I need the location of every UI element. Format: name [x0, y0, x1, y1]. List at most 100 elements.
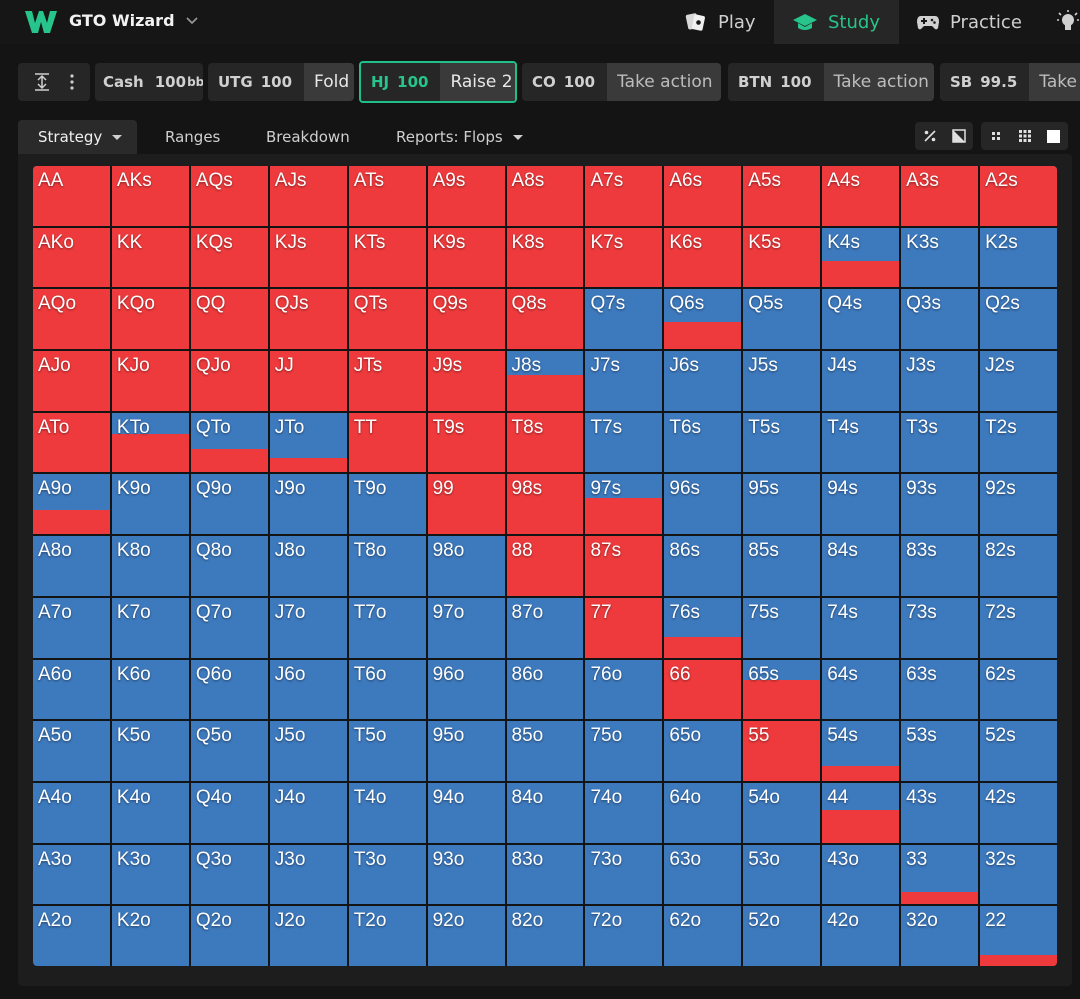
hand-cell-J3s[interactable]: J3s — [901, 351, 979, 411]
hand-cell-Q6s[interactable]: Q6s — [664, 289, 742, 350]
hand-cell-K8o[interactable]: K8o — [111, 536, 189, 596]
hand-cell-J9s[interactable]: J9s — [427, 351, 505, 411]
position-co[interactable]: CO 100 Take action — [522, 63, 721, 101]
hand-cell-72o[interactable]: 72o — [585, 906, 663, 966]
take-action-button[interactable]: Take — [1029, 63, 1080, 101]
hand-cell-A3o[interactable]: A3o — [33, 844, 110, 905]
hand-cell-J8s[interactable]: J8s — [506, 351, 584, 411]
hand-cell-K5o[interactable]: K5o — [111, 721, 189, 781]
hand-cell-T3o[interactable]: T3o — [348, 844, 426, 905]
hand-cell-74o[interactable]: 74o — [585, 782, 663, 843]
take-action-button[interactable]: Take action — [823, 63, 934, 101]
hand-cell-J7o[interactable]: J7o — [269, 597, 347, 658]
hand-cell-A5o[interactable]: A5o — [33, 721, 110, 781]
hand-cell-83o[interactable]: 83o — [506, 844, 584, 905]
hand-cell-75o[interactable]: 75o — [585, 721, 663, 781]
hand-cell-54s[interactable]: 54s — [822, 721, 900, 781]
hand-cell-83s[interactable]: 83s — [901, 536, 979, 596]
hand-cell-43s[interactable]: 43s — [901, 782, 979, 843]
hand-cell-92o[interactable]: 92o — [427, 906, 505, 966]
hand-cell-J4s[interactable]: J4s — [822, 351, 900, 411]
hand-cell-K6s[interactable]: K6s — [664, 227, 742, 288]
hand-cell-K9s[interactable]: K9s — [427, 227, 505, 288]
hand-cell-44[interactable]: 44 — [822, 782, 900, 843]
hand-cell-65s[interactable]: 65s — [743, 659, 821, 720]
hand-cell-T7s[interactable]: T7s — [585, 412, 663, 473]
hand-cell-84o[interactable]: 84o — [506, 782, 584, 843]
hand-cell-A2o[interactable]: A2o — [33, 906, 110, 966]
hand-cell-T2o[interactable]: T2o — [348, 906, 426, 966]
hand-cell-K9o[interactable]: K9o — [111, 474, 189, 535]
hand-cell-T5s[interactable]: T5s — [743, 412, 821, 473]
hand-cell-Q3o[interactable]: Q3o — [190, 844, 268, 905]
take-action-button[interactable]: Take action — [607, 63, 721, 101]
action-fold-button[interactable]: Fold — [304, 63, 354, 101]
hand-cell-42s[interactable]: 42s — [980, 782, 1057, 843]
hand-cell-A5s[interactable]: A5s — [743, 166, 821, 226]
hand-cell-62o[interactable]: 62o — [664, 906, 742, 966]
hand-cell-J8o[interactable]: J8o — [269, 536, 347, 596]
hand-cell-J2o[interactable]: J2o — [269, 906, 347, 966]
hand-cell-82o[interactable]: 82o — [506, 906, 584, 966]
hand-cell-J5s[interactable]: J5s — [743, 351, 821, 411]
hand-cell-T7o[interactable]: T7o — [348, 597, 426, 658]
hand-cell-T6s[interactable]: T6s — [664, 412, 742, 473]
tab-breakdown[interactable]: Breakdown — [266, 128, 350, 146]
action-raise-button[interactable]: Raise 2 — [440, 63, 515, 101]
hand-cell-QJo[interactable]: QJo — [190, 351, 268, 411]
hand-cell-Q8s[interactable]: Q8s — [506, 289, 584, 350]
hand-cell-K3s[interactable]: K3s — [901, 227, 979, 288]
hand-cell-76o[interactable]: 76o — [585, 659, 663, 720]
hand-cell-87s[interactable]: 87s — [585, 536, 663, 596]
position-hj[interactable]: HJ 100 Raise 2 — [359, 61, 517, 103]
hand-cell-J4o[interactable]: J4o — [269, 782, 347, 843]
hand-cell-ATs[interactable]: ATs — [348, 166, 426, 226]
hand-cell-J7s[interactable]: J7s — [585, 351, 663, 411]
hand-cell-A4s[interactable]: A4s — [822, 166, 900, 226]
hand-cell-AA[interactable]: AA — [33, 166, 110, 226]
hand-cell-J3o[interactable]: J3o — [269, 844, 347, 905]
hand-cell-A9o[interactable]: A9o — [33, 474, 110, 535]
hand-cell-K6o[interactable]: K6o — [111, 659, 189, 720]
hand-cell-T4o[interactable]: T4o — [348, 782, 426, 843]
hand-cell-ATo[interactable]: ATo — [33, 412, 110, 473]
hand-cell-87o[interactable]: 87o — [506, 597, 584, 658]
hand-cell-J6s[interactable]: J6s — [664, 351, 742, 411]
more-options-icon[interactable] — [69, 73, 75, 91]
hand-cell-96s[interactable]: 96s — [664, 474, 742, 535]
hand-cell-22[interactable]: 22 — [980, 906, 1057, 966]
hand-cell-42o[interactable]: 42o — [822, 906, 900, 966]
hand-cell-73s[interactable]: 73s — [901, 597, 979, 658]
hand-cell-AJo[interactable]: AJo — [33, 351, 110, 411]
hand-cell-52o[interactable]: 52o — [743, 906, 821, 966]
hand-cell-54o[interactable]: 54o — [743, 782, 821, 843]
hand-cell-T3s[interactable]: T3s — [901, 412, 979, 473]
hand-cell-A3s[interactable]: A3s — [901, 166, 979, 226]
hand-cell-Q5s[interactable]: Q5s — [743, 289, 821, 350]
hand-cell-85s[interactable]: 85s — [743, 536, 821, 596]
hand-cell-QJs[interactable]: QJs — [269, 289, 347, 350]
hand-cell-KQo[interactable]: KQo — [111, 289, 189, 350]
hand-cell-AQs[interactable]: AQs — [190, 166, 268, 226]
hand-cell-94s[interactable]: 94s — [822, 474, 900, 535]
hand-cell-T6o[interactable]: T6o — [348, 659, 426, 720]
hand-cell-33[interactable]: 33 — [901, 844, 979, 905]
hand-cell-KK[interactable]: KK — [111, 227, 189, 288]
hand-cell-32o[interactable]: 32o — [901, 906, 979, 966]
hand-cell-Q9s[interactable]: Q9s — [427, 289, 505, 350]
collapse-expand-icon[interactable] — [33, 72, 51, 92]
hand-cell-72s[interactable]: 72s — [980, 597, 1057, 658]
hand-cell-A8o[interactable]: A8o — [33, 536, 110, 596]
hand-cell-KJo[interactable]: KJo — [111, 351, 189, 411]
hand-cell-Q8o[interactable]: Q8o — [190, 536, 268, 596]
hand-cell-97o[interactable]: 97o — [427, 597, 505, 658]
hand-cell-T4s[interactable]: T4s — [822, 412, 900, 473]
hand-cell-74s[interactable]: 74s — [822, 597, 900, 658]
hand-cell-Q4s[interactable]: Q4s — [822, 289, 900, 350]
hand-cell-QTs[interactable]: QTs — [348, 289, 426, 350]
tab-reports[interactable]: Reports: Flops — [396, 120, 523, 154]
hand-cell-Q7o[interactable]: Q7o — [190, 597, 268, 658]
hand-cell-AJs[interactable]: AJs — [269, 166, 347, 226]
hand-cell-77[interactable]: 77 — [585, 597, 663, 658]
compact-view-icon[interactable] — [981, 122, 1010, 150]
